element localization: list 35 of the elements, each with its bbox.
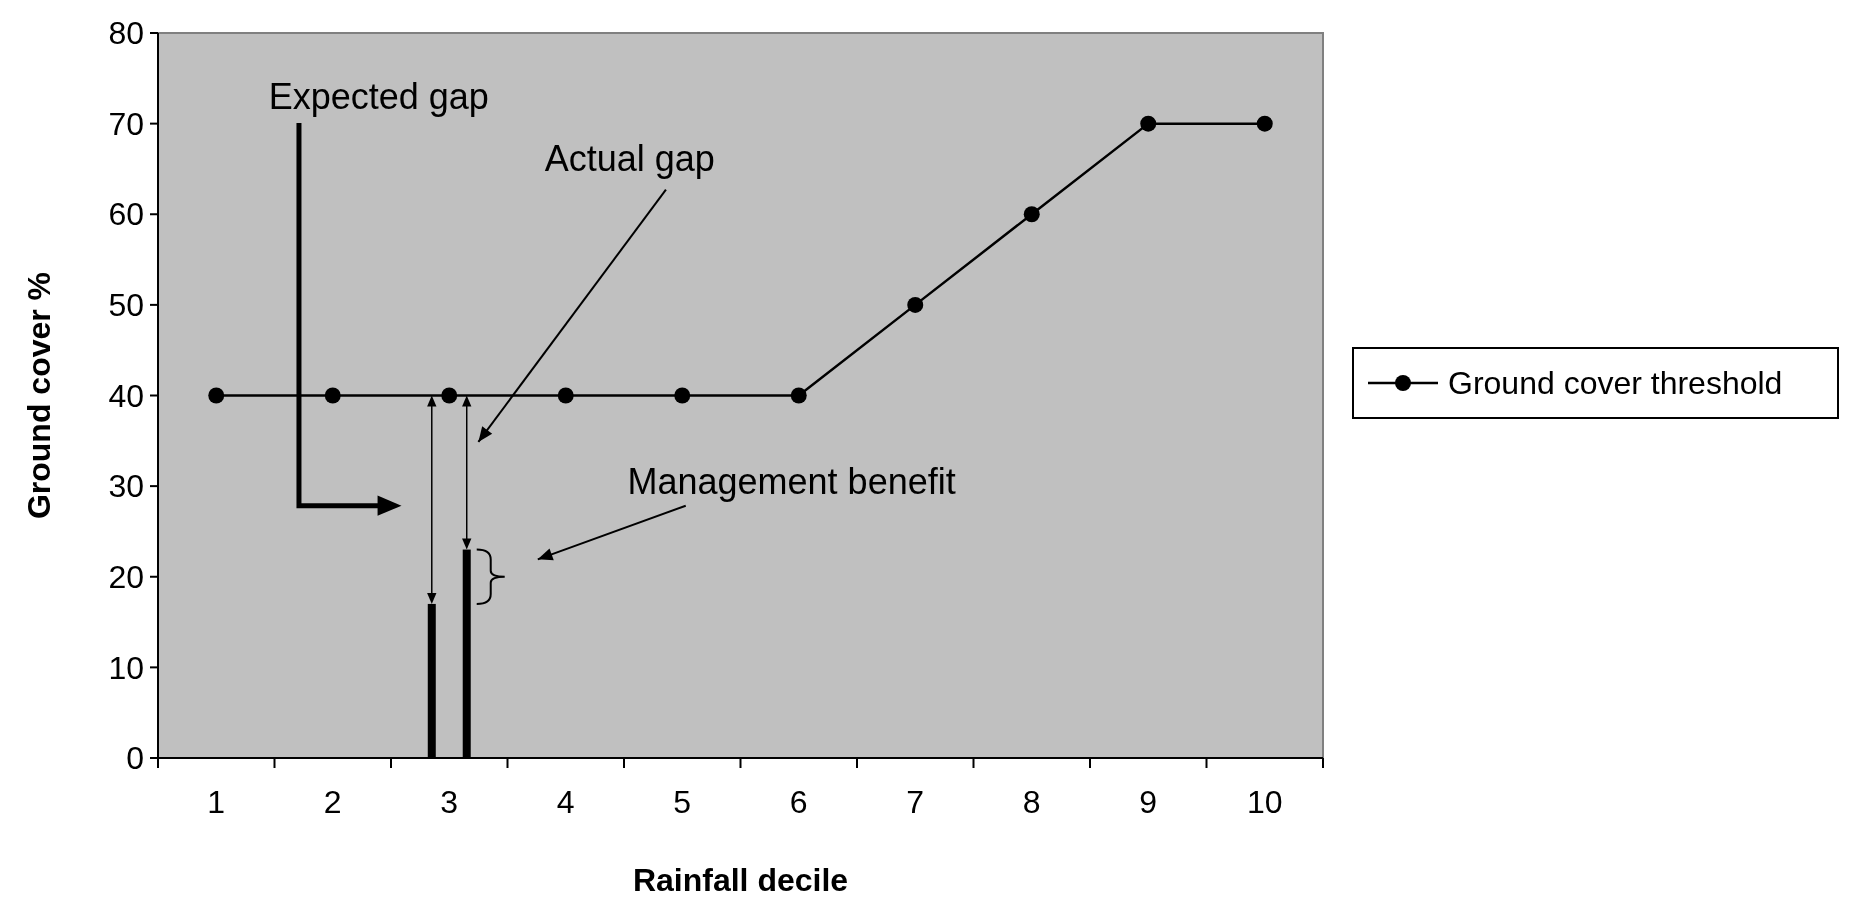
y-axis-title: Ground cover %	[21, 271, 57, 520]
point	[441, 387, 458, 404]
y-tick-label: 20	[108, 558, 144, 595]
point	[1023, 206, 1040, 223]
x-tick-label: 9	[1139, 784, 1158, 820]
point	[674, 387, 691, 404]
point	[324, 387, 341, 404]
x-tick-label: 3	[440, 784, 459, 820]
x-tick-label: 7	[906, 784, 925, 820]
y-tick-label: 10	[108, 649, 144, 686]
x-tick-label: 10	[1246, 784, 1283, 820]
x-tick-label: 6	[789, 784, 808, 820]
y-tick-label: 70	[108, 105, 144, 142]
x-tick-label: 8	[1022, 784, 1041, 820]
point	[907, 296, 924, 313]
point	[208, 387, 225, 404]
annotation: Actual gap	[544, 138, 715, 180]
y-tick-label: 0	[126, 740, 144, 777]
y-tick-label: 80	[108, 15, 144, 52]
annotation: Management benefit	[627, 461, 956, 503]
y-tick-label: 40	[108, 377, 144, 414]
point	[1140, 115, 1157, 132]
point	[790, 387, 807, 404]
y-tick-label: 50	[108, 287, 144, 324]
y-tick-label: 30	[108, 468, 144, 505]
x-tick-label: 2	[323, 784, 342, 820]
legend-label: Ground cover threshold	[1448, 365, 1783, 402]
x-tick-label: 5	[673, 784, 692, 820]
point	[557, 387, 574, 404]
x-tick-label: 1	[207, 784, 226, 820]
y-tick-label: 60	[108, 196, 144, 233]
point	[1256, 115, 1273, 132]
x-axis-title: Rainfall decile	[632, 862, 849, 898]
x-tick-label: 4	[556, 784, 575, 820]
annotation: Expected gap	[268, 76, 489, 118]
